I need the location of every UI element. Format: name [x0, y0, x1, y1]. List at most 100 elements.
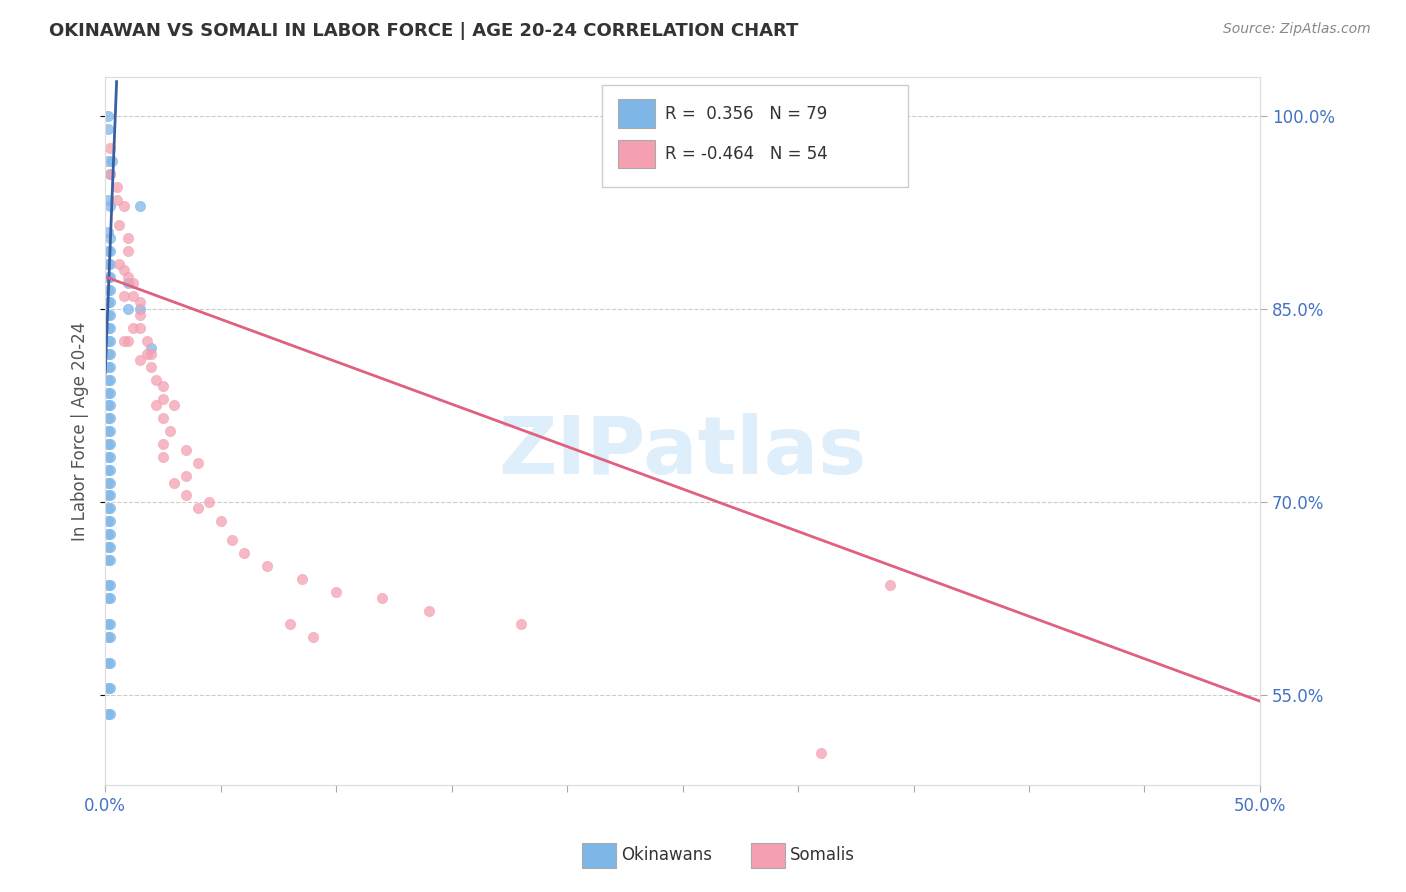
- Point: [96, 501, 118, 516]
- Point: [509, 617, 531, 632]
- Point: [152, 411, 174, 425]
- Point: [302, 630, 325, 644]
- Point: [96, 706, 118, 721]
- Point: [96, 283, 118, 297]
- Point: [152, 379, 174, 393]
- Point: [96, 309, 118, 323]
- Point: [98, 167, 121, 181]
- Point: [98, 540, 121, 554]
- Point: [278, 617, 301, 632]
- Text: OKINAWAN VS SOMALI IN LABOR FORCE | AGE 20-24 CORRELATION CHART: OKINAWAN VS SOMALI IN LABOR FORCE | AGE …: [49, 22, 799, 40]
- Point: [145, 398, 167, 412]
- Point: [128, 301, 150, 316]
- Point: [122, 289, 145, 303]
- Point: [96, 295, 118, 310]
- Point: [96, 321, 118, 335]
- Point: [879, 578, 901, 592]
- FancyBboxPatch shape: [617, 140, 655, 168]
- Point: [98, 411, 121, 425]
- Point: [98, 656, 121, 670]
- Point: [96, 552, 118, 566]
- Point: [96, 656, 118, 670]
- Point: [98, 257, 121, 271]
- Point: [96, 424, 118, 438]
- Point: [187, 501, 209, 516]
- Point: [174, 443, 197, 458]
- Point: [96, 450, 118, 464]
- Point: [152, 450, 174, 464]
- Point: [96, 488, 118, 502]
- Point: [174, 469, 197, 483]
- Point: [128, 353, 150, 368]
- Point: [418, 604, 440, 618]
- Point: [117, 334, 139, 348]
- Point: [198, 495, 221, 509]
- Point: [174, 488, 197, 502]
- Point: [98, 269, 121, 284]
- Point: [105, 179, 128, 194]
- Point: [98, 463, 121, 477]
- Point: [98, 591, 121, 606]
- Point: [98, 309, 121, 323]
- Point: [98, 199, 121, 213]
- Point: [98, 359, 121, 374]
- Text: ZIPatlas: ZIPatlas: [499, 413, 866, 491]
- Point: [96, 475, 118, 490]
- Point: [96, 681, 118, 696]
- Point: [141, 347, 163, 361]
- Point: [96, 540, 118, 554]
- Point: [117, 301, 139, 316]
- Point: [96, 334, 118, 348]
- Text: Somalis: Somalis: [790, 847, 855, 864]
- Point: [96, 359, 118, 374]
- Point: [96, 109, 118, 123]
- Point: [209, 514, 232, 528]
- Point: [98, 167, 121, 181]
- Point: [128, 199, 150, 213]
- Point: [112, 334, 135, 348]
- Point: [96, 385, 118, 400]
- Point: [98, 321, 121, 335]
- Point: [98, 437, 121, 451]
- Point: [232, 546, 254, 560]
- Point: [145, 373, 167, 387]
- Point: [135, 347, 157, 361]
- Point: [96, 347, 118, 361]
- Point: [98, 424, 121, 438]
- Text: R = -0.464   N = 54: R = -0.464 N = 54: [665, 145, 828, 163]
- Point: [152, 392, 174, 406]
- Point: [96, 617, 118, 632]
- Point: [98, 630, 121, 644]
- Point: [101, 154, 124, 169]
- Point: [163, 398, 186, 412]
- Point: [221, 533, 243, 548]
- Point: [96, 193, 118, 207]
- Point: [96, 398, 118, 412]
- Point: [112, 289, 135, 303]
- Point: [98, 141, 121, 155]
- Point: [96, 121, 118, 136]
- Point: [96, 244, 118, 258]
- Point: [98, 347, 121, 361]
- Point: [98, 385, 121, 400]
- Point: [112, 263, 135, 277]
- Point: [98, 373, 121, 387]
- Point: [96, 411, 118, 425]
- Point: [98, 450, 121, 464]
- Point: [96, 514, 118, 528]
- Point: [290, 572, 312, 586]
- Point: [96, 373, 118, 387]
- Point: [122, 276, 145, 290]
- Point: [96, 630, 118, 644]
- Point: [135, 334, 157, 348]
- Point: [96, 257, 118, 271]
- Point: [98, 231, 121, 245]
- Point: [122, 321, 145, 335]
- Point: [98, 283, 121, 297]
- Point: [96, 225, 118, 239]
- Point: [96, 527, 118, 541]
- Point: [141, 359, 163, 374]
- Point: [105, 193, 128, 207]
- Point: [98, 706, 121, 721]
- Point: [112, 199, 135, 213]
